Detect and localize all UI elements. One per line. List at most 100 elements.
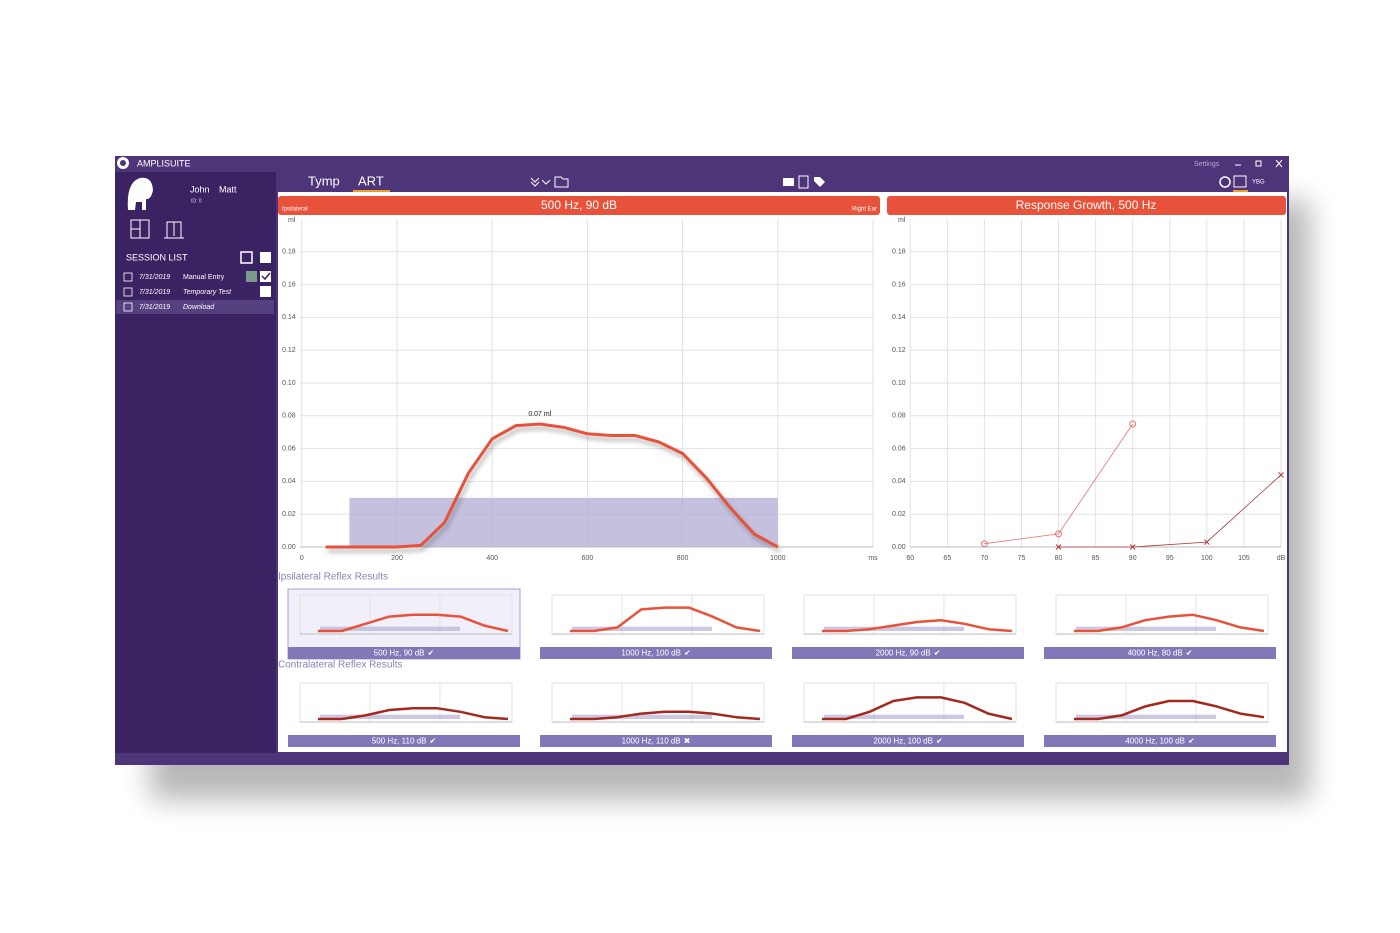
thumb-curve xyxy=(822,696,1013,721)
session-checkbox[interactable] xyxy=(260,271,271,282)
session-date: 7/31/2019 xyxy=(139,289,170,296)
y-tick-label: 0.18 xyxy=(282,249,296,256)
y-tick-label: 0.04 xyxy=(892,478,906,485)
thumb-label-bar xyxy=(792,735,1024,747)
thumb-frequency: 500 Hz, 110 dB xyxy=(372,737,427,746)
thumb-curve xyxy=(822,618,1013,633)
expand-icons[interactable] xyxy=(530,177,551,187)
x-tick-label: 70 xyxy=(980,555,988,562)
growth-point xyxy=(1055,530,1063,538)
thumb-band xyxy=(824,626,964,631)
thumb-frequency: 4000 Hz, 80 dB xyxy=(1128,649,1183,658)
patient-last-name: Matt xyxy=(219,184,237,194)
thumb-label[interactable]: 1000 Hz, 110 dB ✖ xyxy=(622,737,691,746)
growth-point xyxy=(1278,471,1284,478)
x-tick-label: 75 xyxy=(1018,555,1026,562)
x-axis-unit: ms xyxy=(868,555,878,562)
y-tick-label: 0.12 xyxy=(892,347,906,354)
y-tick-label: 0.06 xyxy=(892,445,906,452)
tag-icon[interactable] xyxy=(814,177,825,187)
session-date: 7/31/2019 xyxy=(139,304,170,311)
session-color xyxy=(246,271,257,282)
thumb-band xyxy=(824,714,964,719)
y-tick-label: 0.14 xyxy=(892,314,906,321)
thumb-status: ✔ xyxy=(936,737,943,746)
thumb-frequency: 2000 Hz, 100 dB xyxy=(873,737,933,746)
thumb-status: ✔ xyxy=(429,737,436,746)
open-folder-icon[interactable] xyxy=(554,176,569,188)
x-axis-unit: dB xyxy=(1277,555,1286,562)
thumb-label[interactable]: 500 Hz, 90 dB ✔ xyxy=(374,649,434,658)
tab[interactable]: Tymp xyxy=(308,173,340,188)
thumb-label-bar xyxy=(288,735,520,747)
x-tick-label: 85 xyxy=(1092,555,1100,562)
save-as-icon[interactable] xyxy=(240,251,253,264)
thumb-curve xyxy=(318,613,509,633)
y-tick-label: 0.10 xyxy=(282,380,296,387)
pdf-icon[interactable] xyxy=(798,175,809,189)
thumb-frequency: 2000 Hz, 90 dB xyxy=(876,649,931,658)
peak-annotation: 0.07 ml xyxy=(528,411,551,418)
thumb-frequency: 4000 Hz, 100 dB xyxy=(1125,737,1185,746)
section-title: Contralateral Reflex Results xyxy=(278,660,403,671)
settings-link[interactable]: Settings xyxy=(1194,161,1220,168)
x-tick-label: 80 xyxy=(1055,555,1063,562)
tab[interactable]: ART xyxy=(358,173,384,188)
y-axis-unit: ml xyxy=(898,217,906,224)
x-tick-label: 60 xyxy=(906,555,914,562)
growth-point xyxy=(1129,420,1137,428)
thumb-label-bar xyxy=(288,647,520,659)
thumb-status: ✔ xyxy=(684,649,691,658)
timer-icon[interactable] xyxy=(1233,175,1247,188)
thumb-label[interactable]: 1000 Hz, 100 dB ✔ xyxy=(621,649,690,658)
thumb-label[interactable]: 2000 Hz, 90 dB ✔ xyxy=(876,649,941,658)
target-icon[interactable] xyxy=(1219,176,1231,188)
thumb-label[interactable]: 4000 Hz, 100 dB ✔ xyxy=(1125,737,1194,746)
thumb-label-bar xyxy=(540,735,772,747)
thumb-band xyxy=(572,714,712,719)
y-tick-label: 0.08 xyxy=(892,413,906,420)
session-checkbox[interactable] xyxy=(260,286,271,297)
y-axis-unit: ml xyxy=(288,217,296,224)
thumb-label[interactable]: 4000 Hz, 80 dB ✔ xyxy=(1128,649,1193,658)
thumb-status: ✖ xyxy=(684,737,691,746)
session-name: Manual Entry xyxy=(183,274,225,281)
close-button[interactable] xyxy=(1275,159,1283,168)
normative-band xyxy=(349,497,778,547)
x-tick-label: 800 xyxy=(677,555,689,562)
y-tick-label: 0.10 xyxy=(892,380,906,387)
y-tick-label: 0.18 xyxy=(892,249,906,256)
y-tick-label: 0.00 xyxy=(282,544,296,551)
y-tick-label: 0.02 xyxy=(892,511,906,518)
save-icon[interactable] xyxy=(260,252,271,263)
thumb-band xyxy=(572,626,712,631)
x-tick-label: 90 xyxy=(1129,555,1137,562)
device-icon[interactable] xyxy=(164,221,184,239)
x-tick-label: 400 xyxy=(486,555,498,562)
thumb-label-bar xyxy=(1044,647,1276,659)
session-date: 7/31/2019 xyxy=(139,274,170,281)
x-tick-label: 65 xyxy=(943,555,951,562)
x-tick-label: 95 xyxy=(1166,555,1174,562)
growth-point xyxy=(980,540,988,548)
thumb-label[interactable]: 2000 Hz, 100 dB ✔ xyxy=(873,737,942,746)
thumb-label-bar xyxy=(540,647,772,659)
x-tick-label: 105 xyxy=(1238,555,1250,562)
maximize-button[interactable] xyxy=(1255,160,1262,167)
print-icon[interactable] xyxy=(783,178,794,186)
x-tick-label: 100 xyxy=(1201,555,1213,562)
thumb-band xyxy=(320,626,460,631)
y-tick-label: 0.16 xyxy=(892,281,906,288)
tymp-icon-lines xyxy=(131,220,141,238)
thumb-label[interactable]: 500 Hz, 110 dB ✔ xyxy=(372,737,436,746)
chart-title: Response Growth, 500 Hz xyxy=(1016,198,1157,212)
app-logo-hole xyxy=(120,160,126,166)
y-tick-label: 0.14 xyxy=(282,314,296,321)
x-tick-label: 1000 xyxy=(770,555,786,562)
chart-header xyxy=(278,196,880,215)
thumb-status: ✔ xyxy=(428,649,435,658)
thumb-frequency: 1000 Hz, 100 dB xyxy=(621,649,681,658)
thumb-band xyxy=(320,714,460,719)
y-tick-label: 0.04 xyxy=(282,478,296,485)
